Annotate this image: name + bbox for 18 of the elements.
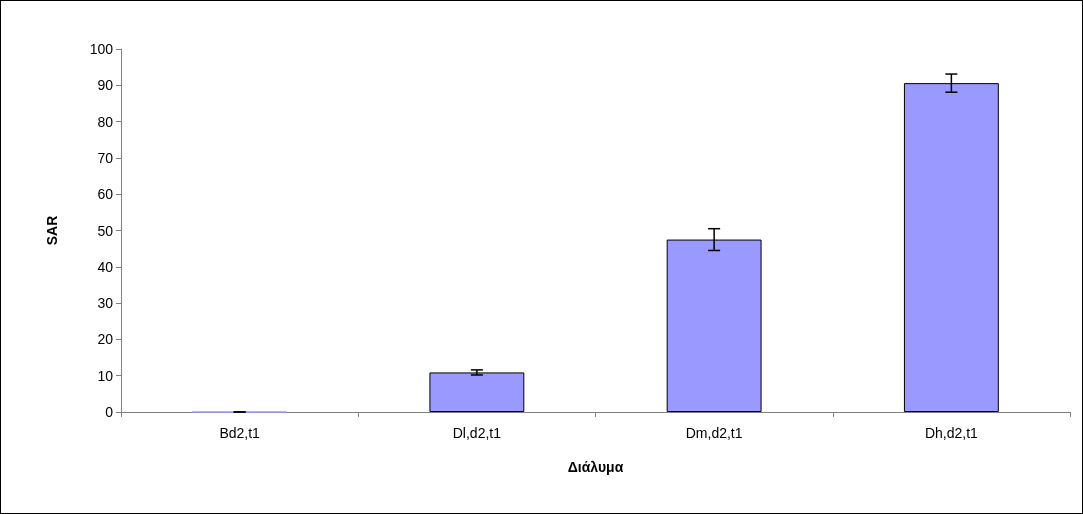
y-tick-label: 10 xyxy=(97,367,114,384)
y-tick-label: 60 xyxy=(97,186,114,203)
y-tick-label: 0 xyxy=(105,404,114,420)
x-tick-label: Dm,d2,t1 xyxy=(685,425,743,441)
x-tick-label: Dh,d2,t1 xyxy=(924,425,979,441)
x-axis-title: Διάλυμα xyxy=(567,459,624,475)
y-tick-label: 30 xyxy=(97,295,114,312)
y-tick-label: 100 xyxy=(89,41,114,57)
x-tick-label: Bd2,t1 xyxy=(219,425,261,441)
y-tick-label: 70 xyxy=(97,149,114,166)
bar xyxy=(429,372,525,412)
y-tick-label: 50 xyxy=(97,222,114,239)
y-tick-label: 40 xyxy=(97,258,114,275)
y-tick-label: 80 xyxy=(97,113,114,130)
y-tick-label: 20 xyxy=(97,331,114,348)
y-axis-title: SAR xyxy=(44,215,60,246)
x-tick-label: Dl,d2,t1 xyxy=(452,425,502,441)
y-tick-label: 90 xyxy=(97,77,114,94)
